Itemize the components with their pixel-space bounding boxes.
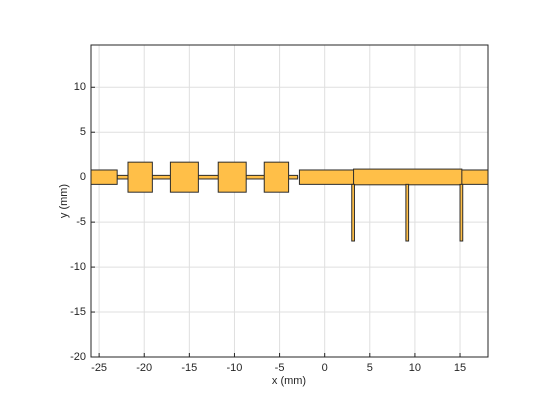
- x-tick-label: -25: [91, 362, 107, 374]
- copper-shape: [127, 161, 153, 193]
- y-tick-label: -15: [70, 306, 86, 318]
- copper-shape: [263, 161, 290, 193]
- plot-area: [91, 45, 488, 357]
- x-tick-label: -5: [275, 362, 285, 374]
- copper-shape: [353, 168, 463, 186]
- x-tick-label: 0: [322, 362, 328, 374]
- x-tick-label: -20: [136, 362, 152, 374]
- x-tick-label: 10: [409, 362, 421, 374]
- copper-shape: [90, 169, 118, 185]
- copper-shape: [351, 183, 355, 242]
- x-tick-label: 5: [367, 362, 373, 374]
- y-tick-label: -20: [70, 351, 86, 363]
- copper-shape: [169, 161, 199, 193]
- copper-shape: [459, 183, 464, 242]
- copper-shape: [405, 183, 410, 242]
- y-tick-label: 0: [80, 171, 86, 183]
- x-tick-label: -15: [181, 362, 197, 374]
- y-tick-label: 10: [74, 81, 86, 93]
- x-axis-label: x (mm): [272, 375, 306, 387]
- y-tick-label: 5: [80, 126, 86, 138]
- y-axis-label: y (mm): [58, 184, 70, 218]
- y-tick-label: -5: [76, 216, 86, 228]
- copper-shape: [217, 161, 247, 193]
- x-tick-label: 15: [454, 362, 466, 374]
- x-tick-label: -10: [227, 362, 243, 374]
- axes-box: [90, 44, 489, 358]
- y-tick-label: -10: [70, 261, 86, 273]
